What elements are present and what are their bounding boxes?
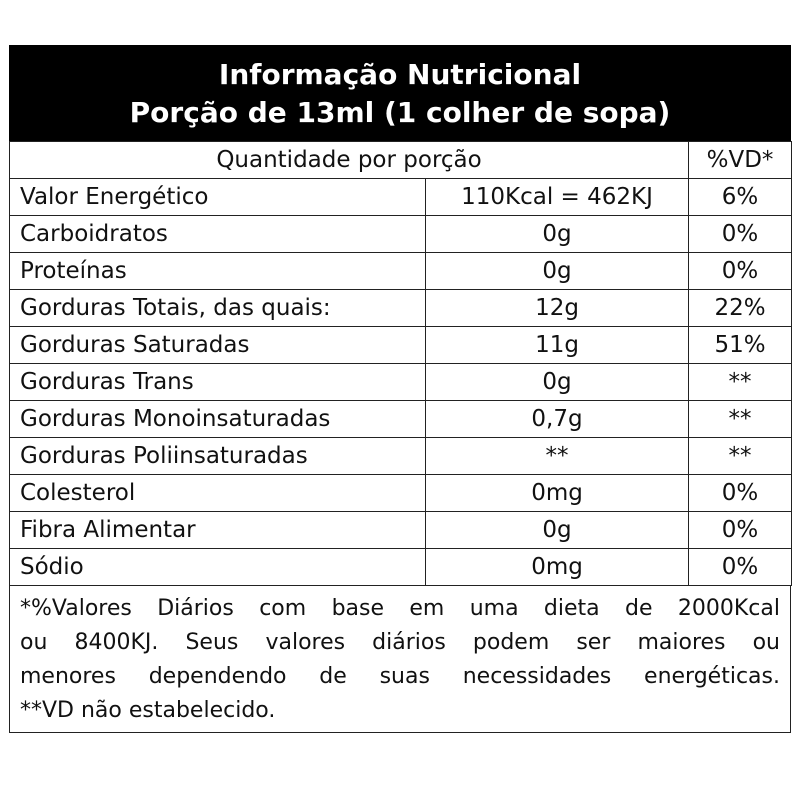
nutrient-name: Gorduras Poliinsaturadas xyxy=(9,437,426,475)
nutrient-name: Gorduras Saturadas xyxy=(9,326,426,364)
column-header: %VD* xyxy=(688,141,793,179)
amount: 0g xyxy=(424,511,690,549)
nutrient-name: Fibra Alimentar xyxy=(9,511,426,549)
daily-value: ** xyxy=(688,400,793,438)
nutrient-row: Gorduras Trans 0g ** xyxy=(9,363,793,401)
footnote-line: menores dependendo de suas necessidades … xyxy=(20,664,780,689)
nutrient-row: Carboidratos 0g 0% xyxy=(9,215,793,253)
nutrition-label: Informação Nutricional Porção de 13ml (1… xyxy=(8,45,793,733)
footnote-line: *%Valores Diários com base em uma dieta … xyxy=(20,596,780,621)
nutrient-name: Gorduras Totais, das quais: xyxy=(9,289,426,327)
footnote: *%Valores Diários com base em uma dieta … xyxy=(9,586,791,733)
nutrient-row: Gorduras Totais, das quais: 12g 22% xyxy=(9,289,793,327)
daily-value: 6% xyxy=(688,178,793,216)
nutrient-row: Colesterol 0mg 0% xyxy=(9,474,793,512)
footnote-line: **VD não estabelecido. xyxy=(20,698,276,723)
nutrient-name: Gorduras Trans xyxy=(9,363,426,401)
nutrient-row: Sódio 0mg 0% xyxy=(9,548,793,586)
amount: 0mg xyxy=(424,474,690,512)
nutrition-table: Quantidade por porção %VD* Valor Energétic… xyxy=(8,141,793,586)
daily-value: 0% xyxy=(688,474,793,512)
footnote-line: ou 8400KJ. Seus valores diários podem se… xyxy=(20,630,780,655)
amount: 110Kcal = 462KJ xyxy=(424,178,690,216)
amount: 11g xyxy=(424,326,690,364)
nutrient-row: Fibra Alimentar 0g 0% xyxy=(9,511,793,549)
daily-value: ** xyxy=(688,437,793,475)
daily-value: 0% xyxy=(688,215,793,253)
nutrient-row: Valor Energético 110Kcal = 462KJ 6% xyxy=(9,178,793,216)
title: Informação Nutricional xyxy=(218,58,582,91)
nutrient-row: Gorduras Monoinsaturadas 0,7g ** xyxy=(9,400,793,438)
nutrient-name: Gorduras Monoinsaturadas xyxy=(9,400,426,438)
amount: 12g xyxy=(424,289,690,327)
amount: 0g xyxy=(424,363,690,401)
amount: 0,7g xyxy=(424,400,690,438)
subtitle: Porção de 13ml (1 colher de sopa) xyxy=(129,96,671,129)
daily-value: 0% xyxy=(688,548,793,586)
nutrient-row: Proteínas 0g 0% xyxy=(9,252,793,290)
amount: 0g xyxy=(424,252,690,290)
nutrient-name: Colesterol xyxy=(9,474,426,512)
nutrient-name: Valor Energético xyxy=(9,178,426,216)
nutrient-row: Gorduras Poliinsaturadas ** ** xyxy=(9,437,793,475)
daily-value: 0% xyxy=(688,511,793,549)
label-header: Informação Nutricional Porção de 13ml (1… xyxy=(9,45,791,141)
column-header: Quantidade por porção xyxy=(8,141,690,179)
nutrient-row: Gorduras Saturadas 11g 51% xyxy=(9,326,793,364)
daily-value: 51% xyxy=(688,326,793,364)
nutrient-name: Sódio xyxy=(9,548,426,586)
nutrient-name: Proteínas xyxy=(9,252,426,290)
daily-value: 22% xyxy=(688,289,793,327)
daily-value: 0% xyxy=(688,252,793,290)
amount: 0mg xyxy=(424,548,690,586)
nutrient-name: Carboidratos xyxy=(9,215,426,253)
amount: ** xyxy=(424,437,690,475)
daily-value: ** xyxy=(688,363,793,401)
amount: 0g xyxy=(424,215,690,253)
header-row: Quantidade por porção %VD* xyxy=(8,141,793,179)
